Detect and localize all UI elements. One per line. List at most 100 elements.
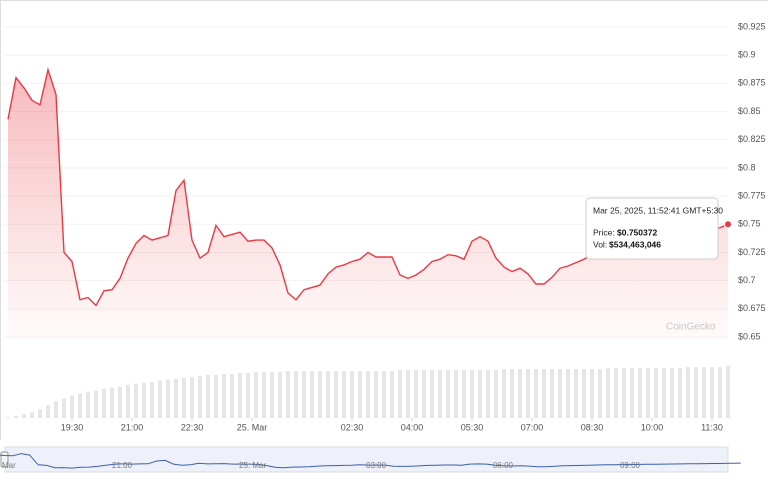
volume-bar bbox=[334, 371, 338, 418]
volume-bar bbox=[254, 372, 258, 418]
volume-bar bbox=[30, 412, 34, 418]
volume-bar bbox=[462, 370, 466, 418]
navigator-tick-label: 06:00 bbox=[493, 461, 514, 470]
volume-bar bbox=[222, 374, 226, 418]
volume-bar bbox=[606, 368, 610, 418]
volume-bar bbox=[126, 384, 130, 418]
tooltip-vol: $534,463,046 bbox=[609, 239, 661, 249]
volume-bar bbox=[622, 368, 626, 418]
volume-bar bbox=[566, 369, 570, 418]
volume-layer bbox=[6, 365, 730, 418]
volume-bar bbox=[654, 368, 658, 418]
navigator-tick-label: 03:00 bbox=[366, 461, 387, 470]
y-tick-label: $0.825 bbox=[738, 134, 766, 144]
navigator-layer: Mar 21:00 25. Mar 03:00 06:00 09:00 bbox=[0, 453, 741, 470]
y-tick-label: $0.925 bbox=[738, 21, 766, 31]
volume-bar bbox=[110, 387, 114, 418]
volume-bar bbox=[14, 416, 18, 418]
x-tick-label: 07:00 bbox=[521, 422, 544, 432]
volume-bar bbox=[398, 370, 402, 418]
volume-bar bbox=[446, 370, 450, 418]
volume-bar bbox=[726, 365, 730, 418]
volume-bar bbox=[438, 370, 442, 418]
volume-bar bbox=[174, 378, 178, 418]
volume-bar bbox=[582, 369, 586, 418]
volume-bar bbox=[534, 369, 538, 418]
x-tick-label: 05:30 bbox=[461, 422, 484, 432]
y-tick-label: $0.725 bbox=[738, 247, 766, 257]
x-tick-label: 02:30 bbox=[341, 422, 364, 432]
navigator-tick-label: 21:00 bbox=[112, 461, 133, 470]
volume-bar bbox=[430, 370, 434, 418]
volume-bar bbox=[158, 380, 162, 418]
volume-bar bbox=[678, 368, 682, 418]
volume-bar bbox=[294, 371, 298, 418]
volume-bar bbox=[358, 371, 362, 418]
volume-bar bbox=[638, 368, 642, 418]
volume-bar bbox=[270, 372, 274, 418]
volume-bar bbox=[614, 368, 618, 418]
volume-bar bbox=[702, 367, 706, 418]
volume-bar bbox=[598, 369, 602, 418]
volume-bar bbox=[198, 375, 202, 418]
volume-bar bbox=[86, 391, 90, 418]
navigator-line bbox=[0, 453, 741, 469]
volume-bar bbox=[550, 369, 554, 418]
volume-bar bbox=[414, 370, 418, 418]
x-tick-label: 08:30 bbox=[581, 422, 604, 432]
volume-bar bbox=[62, 398, 66, 418]
volume-bar bbox=[694, 367, 698, 418]
y-tick-label: $0.775 bbox=[738, 190, 766, 200]
x-tick-label: 25. Mar bbox=[237, 422, 268, 432]
x-tick-label: 22:30 bbox=[181, 422, 204, 432]
volume-bar bbox=[542, 369, 546, 418]
volume-bar bbox=[206, 374, 210, 418]
volume-bar bbox=[246, 373, 250, 418]
volume-bar bbox=[382, 371, 386, 418]
volume-bar bbox=[558, 369, 562, 418]
volume-bar bbox=[190, 376, 194, 418]
volume-bar bbox=[422, 370, 426, 418]
volume-bar bbox=[238, 373, 242, 418]
navigator[interactable] bbox=[4, 446, 729, 473]
volume-bar bbox=[510, 369, 514, 418]
x-tick-label: 10:00 bbox=[641, 422, 664, 432]
tooltip-price-label: Price: bbox=[593, 227, 615, 237]
volume-bar bbox=[470, 370, 474, 418]
volume-bar bbox=[166, 379, 170, 418]
volume-bar bbox=[150, 381, 154, 418]
y-tick-label: $0.65 bbox=[738, 331, 761, 341]
current-point bbox=[724, 220, 732, 229]
x-tick-label: 19:30 bbox=[61, 422, 84, 432]
volume-bar bbox=[494, 370, 498, 418]
volume-bar bbox=[718, 367, 722, 418]
volume-bar bbox=[46, 405, 50, 418]
tooltip-date: Mar 25, 2025, 11:52:41 GMT+5:30 bbox=[593, 205, 723, 215]
volume-bar bbox=[134, 383, 138, 418]
volume-bar bbox=[406, 370, 410, 418]
volume-bar bbox=[478, 370, 482, 418]
tooltip-price: $0.750372 bbox=[617, 227, 657, 237]
volume-bar bbox=[590, 369, 594, 418]
x-tick-label: 21:00 bbox=[121, 422, 144, 432]
volume-bar bbox=[366, 371, 370, 418]
watermark: CoinGecko bbox=[666, 322, 716, 333]
volume-bar bbox=[182, 377, 186, 418]
volume-bar bbox=[374, 371, 378, 418]
volume-bar bbox=[310, 371, 314, 418]
volume-bar bbox=[286, 371, 290, 418]
navigator-tick-label: 25. Mar bbox=[239, 461, 266, 470]
volume-bar bbox=[142, 382, 146, 418]
y-tick-label: $0.675 bbox=[738, 303, 766, 313]
volume-bar bbox=[262, 372, 266, 418]
volume-bar bbox=[686, 367, 690, 418]
volume-bar bbox=[518, 369, 522, 418]
navigator-tick-label: 09:00 bbox=[620, 461, 641, 470]
volume-bar bbox=[102, 388, 106, 418]
volume-bar bbox=[526, 369, 530, 418]
volume-bar bbox=[574, 369, 578, 418]
volume-bar bbox=[54, 401, 58, 418]
volume-bar bbox=[302, 371, 306, 418]
volume-bar bbox=[38, 409, 42, 418]
